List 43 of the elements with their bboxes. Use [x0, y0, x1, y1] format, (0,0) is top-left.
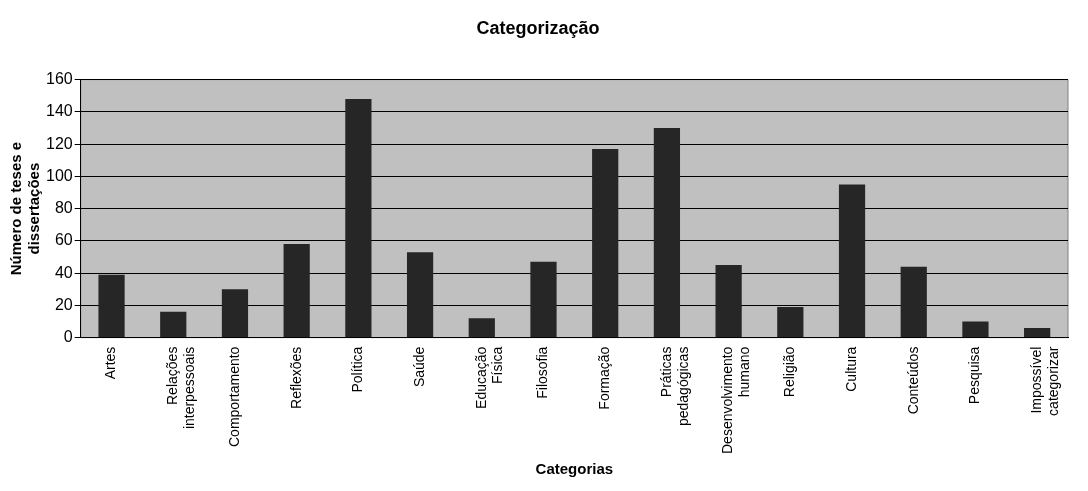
y-tick-label: 40: [54, 263, 73, 281]
y-tick-label: 100: [45, 166, 73, 184]
y-tick-label: 160: [45, 70, 73, 88]
x-tick-label: Filosofia: [534, 346, 551, 399]
bar: [653, 127, 681, 338]
y-axis-title: Número de teses e dissertações: [7, 141, 43, 276]
bar: [777, 306, 804, 338]
x-tick-label: Educação Física: [472, 346, 506, 409]
x-tick-label: Cultura: [842, 346, 859, 392]
bar: [592, 148, 619, 338]
bar: [160, 311, 187, 338]
x-tick-label: Saúde: [410, 346, 427, 388]
x-tick-label: Artes: [102, 346, 119, 380]
x-tick-label: Impossível categorizar: [1028, 346, 1061, 416]
bar: [1024, 327, 1051, 338]
y-tick-label: 80: [54, 199, 73, 217]
x-tick-label: Relações interpessoais: [164, 346, 197, 430]
bar: [221, 289, 249, 338]
bar: [530, 261, 557, 338]
x-tick-label: Reflexões: [287, 346, 304, 409]
x-tick-label: Pesquisa: [966, 346, 983, 405]
x-tick-label: Comportamento: [225, 346, 242, 447]
y-tick-label: 120: [45, 134, 73, 152]
bar: [283, 244, 310, 338]
y-tick-label: 20: [54, 295, 73, 313]
bar: [468, 318, 495, 338]
bar: [838, 184, 866, 338]
bar: [406, 252, 434, 338]
bar: [900, 266, 927, 338]
x-tick-label: Formação: [596, 346, 613, 410]
bar: [98, 274, 125, 338]
x-tick-label: Política: [349, 346, 366, 393]
x-tick-label: Religião: [781, 346, 798, 398]
bar: [345, 98, 372, 338]
x-tick-label: Práticas pedagógicas: [657, 346, 691, 427]
x-axis-title: Categorias: [535, 460, 614, 478]
bar: [715, 265, 742, 338]
y-tick-label: 0: [63, 328, 73, 346]
y-tick-label: 60: [54, 231, 73, 249]
bar: [962, 321, 989, 338]
chart-title: Categorização: [476, 17, 600, 38]
y-tick-label: 140: [45, 102, 73, 120]
x-tick-label: Conteúdos: [904, 346, 921, 415]
